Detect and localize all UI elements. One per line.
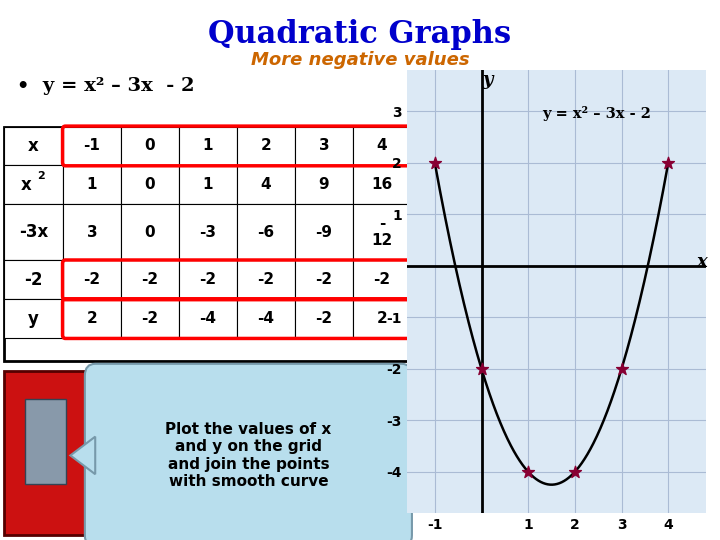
- Bar: [179, 299, 237, 338]
- Text: -1: -1: [84, 138, 100, 153]
- Bar: [4, 126, 63, 165]
- Bar: [237, 299, 295, 338]
- Text: •  y = x² – 3x  - 2: • y = x² – 3x - 2: [17, 77, 194, 95]
- Text: 3: 3: [86, 225, 97, 240]
- Text: -6: -6: [258, 225, 274, 240]
- Text: x: x: [21, 176, 32, 194]
- Text: x: x: [28, 137, 39, 155]
- Bar: [237, 260, 295, 299]
- Text: -2: -2: [374, 272, 391, 287]
- Point: [662, 159, 674, 167]
- Text: 1: 1: [203, 138, 213, 153]
- Text: -
12: - 12: [372, 216, 392, 248]
- Point: [476, 364, 487, 373]
- Text: -4: -4: [258, 311, 274, 326]
- Bar: [121, 126, 179, 165]
- Bar: [4, 299, 63, 338]
- Bar: [4, 260, 63, 299]
- Text: -4: -4: [199, 311, 217, 326]
- Text: 2: 2: [37, 171, 45, 181]
- Bar: [4, 126, 410, 361]
- Bar: [121, 165, 179, 204]
- Bar: [24, 399, 66, 484]
- Text: Quadratic Graphs: Quadratic Graphs: [208, 19, 512, 50]
- Text: More negative values: More negative values: [251, 51, 469, 69]
- Text: 0: 0: [145, 138, 156, 153]
- Bar: [295, 260, 353, 299]
- Bar: [121, 260, 179, 299]
- Bar: [179, 260, 237, 299]
- Text: -2: -2: [24, 271, 42, 289]
- Text: 2: 2: [261, 138, 271, 153]
- Text: -3x: -3x: [19, 223, 48, 241]
- Text: -3: -3: [199, 225, 217, 240]
- Text: y = x² – 3x - 2: y = x² – 3x - 2: [542, 106, 651, 122]
- Bar: [353, 165, 411, 204]
- Text: -2: -2: [84, 272, 101, 287]
- Bar: [4, 371, 91, 535]
- Text: -2: -2: [258, 272, 274, 287]
- Text: x: x: [696, 253, 707, 271]
- Text: 2: 2: [86, 311, 97, 326]
- Text: y: y: [28, 309, 39, 328]
- Text: 2: 2: [377, 311, 387, 326]
- Text: y: y: [482, 71, 492, 90]
- Text: -2: -2: [141, 311, 158, 326]
- Text: 3: 3: [319, 138, 329, 153]
- Bar: [237, 165, 295, 204]
- Text: Plot the values of x
and y on the grid
and join the points
with smooth curve: Plot the values of x and y on the grid a…: [166, 422, 331, 489]
- Bar: [295, 204, 353, 260]
- Bar: [237, 126, 295, 165]
- Bar: [295, 126, 353, 165]
- Point: [616, 364, 627, 373]
- Point: [569, 468, 580, 476]
- Text: 1: 1: [203, 177, 213, 192]
- Bar: [63, 126, 121, 165]
- Bar: [4, 204, 63, 260]
- Text: 0: 0: [145, 177, 156, 192]
- Bar: [63, 299, 121, 338]
- Bar: [63, 165, 121, 204]
- Point: [429, 159, 441, 167]
- Text: 9: 9: [319, 177, 329, 192]
- Bar: [353, 299, 411, 338]
- Text: -9: -9: [315, 225, 333, 240]
- Bar: [179, 126, 237, 165]
- Text: -2: -2: [315, 272, 333, 287]
- Text: -2: -2: [315, 311, 333, 326]
- Bar: [353, 126, 411, 165]
- Bar: [353, 204, 411, 260]
- Bar: [353, 260, 411, 299]
- Bar: [121, 299, 179, 338]
- Text: -2: -2: [141, 272, 158, 287]
- Bar: [237, 204, 295, 260]
- Bar: [4, 165, 63, 204]
- Bar: [63, 204, 121, 260]
- Text: 0: 0: [145, 225, 156, 240]
- Text: -2: -2: [199, 272, 217, 287]
- Bar: [121, 204, 179, 260]
- Text: 4: 4: [377, 138, 387, 153]
- Bar: [179, 204, 237, 260]
- Bar: [63, 260, 121, 299]
- Bar: [295, 299, 353, 338]
- FancyBboxPatch shape: [85, 364, 412, 540]
- Text: 4: 4: [261, 177, 271, 192]
- Bar: [179, 165, 237, 204]
- Bar: [295, 165, 353, 204]
- Text: 1: 1: [86, 177, 97, 192]
- Point: [523, 468, 534, 476]
- Polygon shape: [71, 437, 95, 474]
- Text: 16: 16: [372, 177, 392, 192]
